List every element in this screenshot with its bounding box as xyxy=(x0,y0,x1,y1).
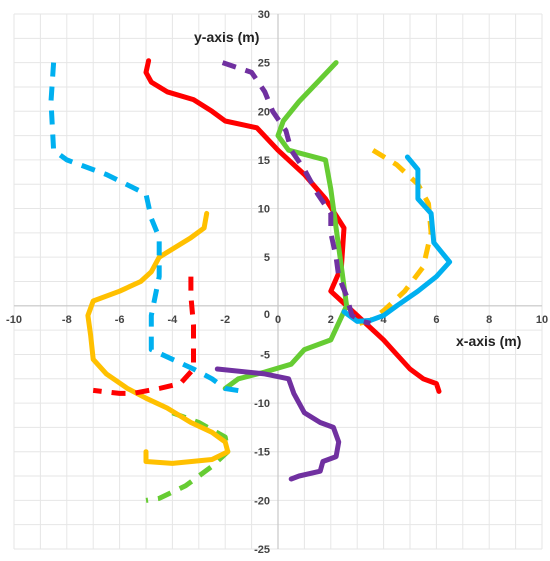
series-line-6-dashed xyxy=(92,276,196,396)
y-tick-label: -5 xyxy=(260,349,270,361)
series-lines xyxy=(48,58,453,503)
x-tick-label: 4 xyxy=(381,314,388,326)
series-line-8-solid xyxy=(341,154,453,324)
series-line-1-solid xyxy=(143,58,442,394)
x-tick-label: 6 xyxy=(433,314,439,326)
y-tick-label: -20 xyxy=(254,495,270,507)
series-line-5-dashed xyxy=(351,148,434,328)
y-tick-label: 30 xyxy=(258,9,270,21)
series-line-10-solid xyxy=(214,366,342,482)
x-tick-label: -8 xyxy=(62,314,72,326)
x-tick-label: -6 xyxy=(115,314,125,326)
x-tick-label: 8 xyxy=(486,314,492,326)
tick-labels: -10 -8 -6 -4 -2 0 2 4 6 8 10-25-20-15-10-551015202… xyxy=(6,9,548,556)
y-tick-label: 25 xyxy=(258,58,270,70)
axes xyxy=(14,14,542,549)
series-line-3-dashed xyxy=(145,410,231,503)
x-tick-label: 2 xyxy=(328,314,334,326)
y-tick-label: 20 xyxy=(258,106,270,118)
y-tick-label: -10 xyxy=(254,398,270,410)
x-tick-label: -10 xyxy=(6,314,22,326)
x-tick-label: -2 xyxy=(220,314,230,326)
y-tick-label: 10 xyxy=(258,204,270,216)
y-tick-label: 5 xyxy=(264,252,270,264)
series-line-9-dashed xyxy=(221,60,371,326)
x-tick-label: -4 xyxy=(168,314,179,326)
y-tick-label: -25 xyxy=(254,544,270,556)
series-line-4-solid xyxy=(85,210,231,466)
x-tick-label: 0 xyxy=(275,314,281,326)
y-axis-title: y-axis (m) xyxy=(194,29,259,45)
y-tick-label: -15 xyxy=(254,447,270,459)
y-tick-label-zero: 0 xyxy=(264,309,270,321)
x-tick-label: 10 xyxy=(536,314,548,326)
series-line-2-solid xyxy=(222,60,350,391)
x-axis-title: x-axis (m) xyxy=(456,333,521,349)
y-tick-label: 15 xyxy=(258,155,270,167)
